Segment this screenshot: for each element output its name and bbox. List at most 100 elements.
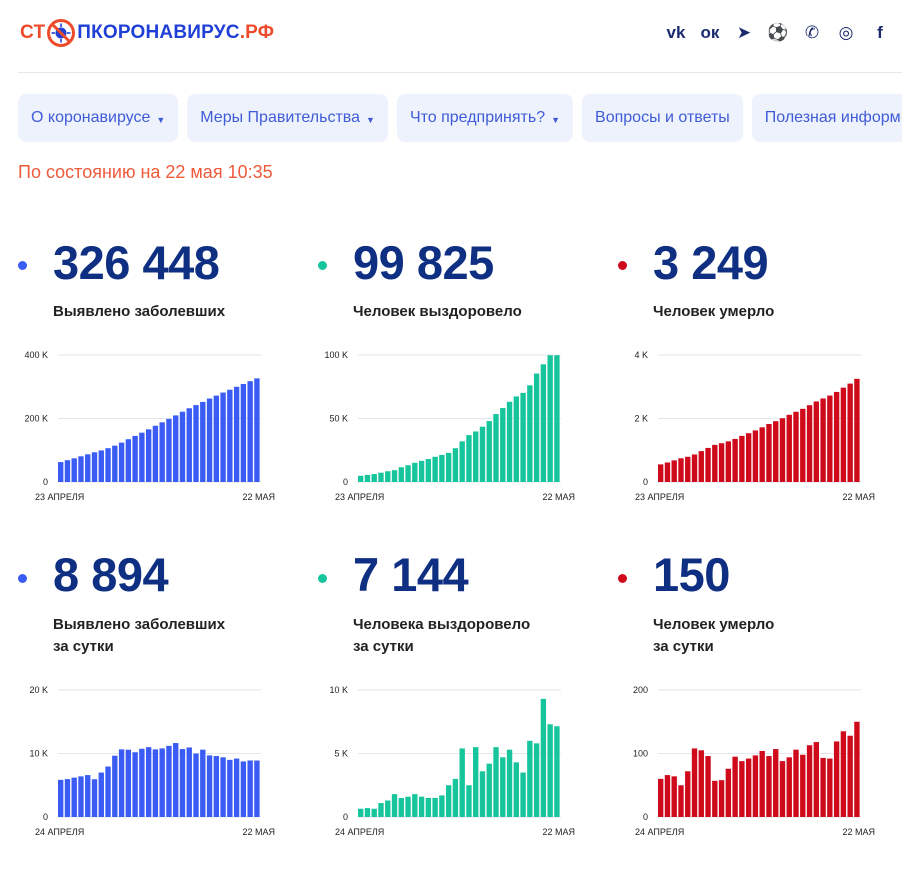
bar[interactable] — [112, 445, 118, 482]
bar[interactable] — [779, 418, 786, 482]
bar[interactable] — [139, 748, 145, 817]
facebook-icon[interactable]: f — [877, 23, 883, 42]
vk-icon[interactable]: vk — [666, 23, 686, 42]
bar[interactable] — [220, 392, 226, 482]
bar[interactable] — [64, 460, 71, 482]
bar[interactable] — [691, 748, 698, 817]
bar[interactable] — [840, 731, 847, 817]
bar[interactable] — [658, 464, 664, 482]
bar[interactable] — [425, 459, 432, 482]
bar[interactable] — [547, 355, 553, 482]
bar[interactable] — [179, 411, 186, 482]
bar[interactable] — [739, 761, 745, 817]
bar[interactable] — [479, 771, 486, 817]
bar[interactable] — [827, 395, 833, 482]
site-logo[interactable]: СТ ПКОРОНАВИРУС .РФ — [20, 16, 274, 50]
bar[interactable] — [358, 808, 364, 817]
bar[interactable] — [500, 408, 506, 482]
bar[interactable] — [520, 392, 526, 482]
bar[interactable] — [378, 803, 384, 817]
bar[interactable] — [766, 756, 772, 817]
bar[interactable] — [173, 743, 179, 817]
bar[interactable] — [166, 745, 172, 817]
bar[interactable] — [240, 761, 247, 817]
bar[interactable] — [712, 780, 718, 817]
bar[interactable] — [227, 759, 233, 817]
telegram-icon[interactable]: ➤ — [736, 23, 752, 42]
viber-icon[interactable]: ✆ — [804, 23, 820, 42]
bar[interactable] — [173, 415, 179, 482]
bar[interactable] — [412, 794, 418, 817]
bar[interactable] — [813, 401, 819, 482]
bar[interactable] — [554, 355, 560, 482]
bar[interactable] — [813, 742, 819, 817]
bar[interactable] — [473, 431, 479, 482]
bar[interactable] — [132, 435, 138, 482]
bar[interactable] — [412, 462, 418, 482]
bar[interactable] — [725, 768, 732, 817]
football-icon[interactable]: ⚽ — [767, 23, 789, 42]
bar[interactable] — [786, 757, 792, 817]
bar[interactable] — [193, 753, 199, 818]
bar[interactable] — [247, 381, 253, 482]
bar[interactable] — [833, 391, 840, 482]
bar[interactable] — [786, 414, 792, 482]
bar[interactable] — [854, 378, 860, 482]
bar[interactable] — [466, 435, 472, 482]
bar[interactable] — [847, 735, 853, 817]
bar[interactable] — [445, 785, 452, 817]
instagram-icon[interactable]: ◎ — [838, 23, 854, 42]
bar[interactable] — [71, 777, 77, 817]
bar[interactable] — [418, 460, 425, 482]
bar[interactable] — [206, 755, 213, 817]
bar[interactable] — [445, 452, 452, 482]
bar[interactable] — [752, 755, 759, 817]
bar[interactable] — [91, 779, 98, 817]
bar[interactable] — [745, 433, 752, 482]
bar[interactable] — [439, 795, 445, 817]
bar[interactable] — [118, 749, 125, 817]
bar[interactable] — [678, 458, 684, 482]
bar[interactable] — [806, 745, 813, 817]
bar[interactable] — [459, 748, 465, 817]
bar[interactable] — [200, 401, 206, 482]
bar[interactable] — [827, 758, 833, 817]
bar[interactable] — [247, 760, 253, 817]
bar[interactable] — [833, 741, 840, 817]
bar[interactable] — [58, 462, 64, 482]
bar[interactable] — [398, 467, 404, 482]
bar[interactable] — [145, 429, 152, 482]
odnoklassniki-icon[interactable]: ок — [700, 23, 720, 42]
bar[interactable] — [439, 454, 445, 482]
bar[interactable] — [105, 448, 111, 482]
bar[interactable] — [540, 698, 547, 817]
bar[interactable] — [725, 441, 732, 482]
bar[interactable] — [254, 760, 260, 817]
bar[interactable] — [766, 423, 772, 482]
bar[interactable] — [698, 750, 704, 817]
bar[interactable] — [112, 755, 118, 817]
bar[interactable] — [698, 451, 704, 482]
bar[interactable] — [459, 441, 465, 482]
bar[interactable] — [432, 456, 438, 482]
bar[interactable] — [664, 775, 671, 817]
bar[interactable] — [220, 757, 226, 817]
nav-tab-about[interactable]: О коронавирусе ▼ — [18, 94, 179, 142]
bar[interactable] — [671, 460, 677, 482]
bar[interactable] — [739, 435, 745, 482]
bar[interactable] — [847, 383, 853, 482]
bar[interactable] — [800, 754, 806, 817]
bar[interactable] — [125, 749, 132, 817]
bar[interactable] — [91, 452, 98, 482]
bar[interactable] — [139, 432, 145, 482]
bar[interactable] — [432, 797, 438, 817]
bar[interactable] — [506, 401, 513, 482]
nav-tab-government[interactable]: Меры Правительства ▼ — [187, 94, 388, 142]
nav-tab-faq[interactable]: Вопросы и ответы — [582, 94, 743, 142]
bar[interactable] — [820, 398, 826, 482]
bar[interactable] — [779, 761, 786, 817]
bar[interactable] — [806, 405, 813, 482]
bar[interactable] — [418, 796, 425, 817]
bar[interactable] — [105, 766, 111, 817]
bar[interactable] — [547, 724, 553, 817]
